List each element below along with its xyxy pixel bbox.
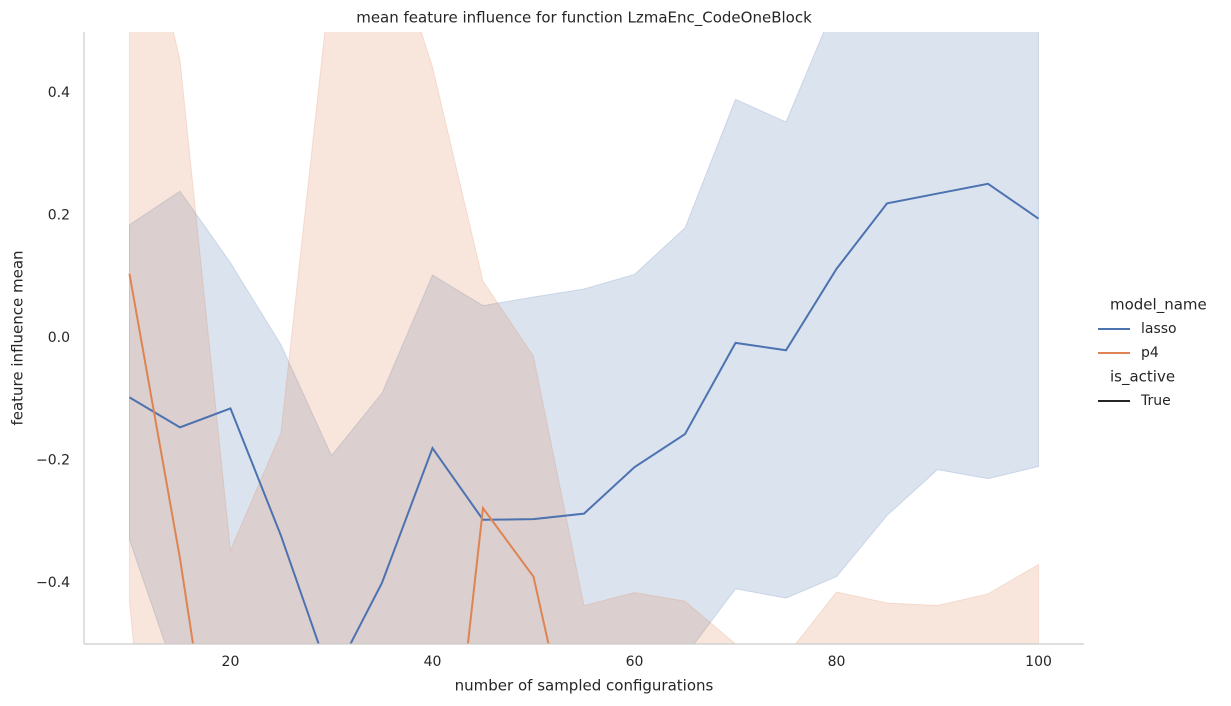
legend-title: is_active bbox=[1110, 368, 1175, 387]
x-tick-label: 80 bbox=[828, 654, 846, 670]
y-tick-label: 0.0 bbox=[48, 330, 70, 346]
y-tick-label: −0.4 bbox=[36, 575, 70, 591]
x-tick-label: 60 bbox=[626, 654, 644, 670]
plot-area bbox=[128, 32, 1040, 644]
legend-label: True bbox=[1140, 393, 1171, 409]
line bbox=[128, 182, 1040, 644]
y-tick-label: 0.4 bbox=[48, 85, 70, 101]
y-tick-label: 0.2 bbox=[48, 208, 70, 224]
y-axis-label: feature influence mean bbox=[9, 250, 27, 425]
x-tick-label: 20 bbox=[222, 654, 240, 670]
legend-label: p4 bbox=[1141, 345, 1159, 361]
confidence-band bbox=[128, 32, 1040, 644]
x-tick-label: 40 bbox=[424, 654, 442, 670]
legend-label: lasso bbox=[1141, 321, 1177, 337]
confidence-band bbox=[128, 32, 1040, 644]
x-tick-label: 100 bbox=[1025, 654, 1052, 670]
chart-title: mean feature influence for function Lzma… bbox=[356, 9, 812, 28]
legend-title: model_name bbox=[1110, 296, 1207, 315]
y-tick-label: −0.2 bbox=[36, 452, 70, 468]
x-axis-label: number of sampled configurations bbox=[455, 677, 714, 695]
